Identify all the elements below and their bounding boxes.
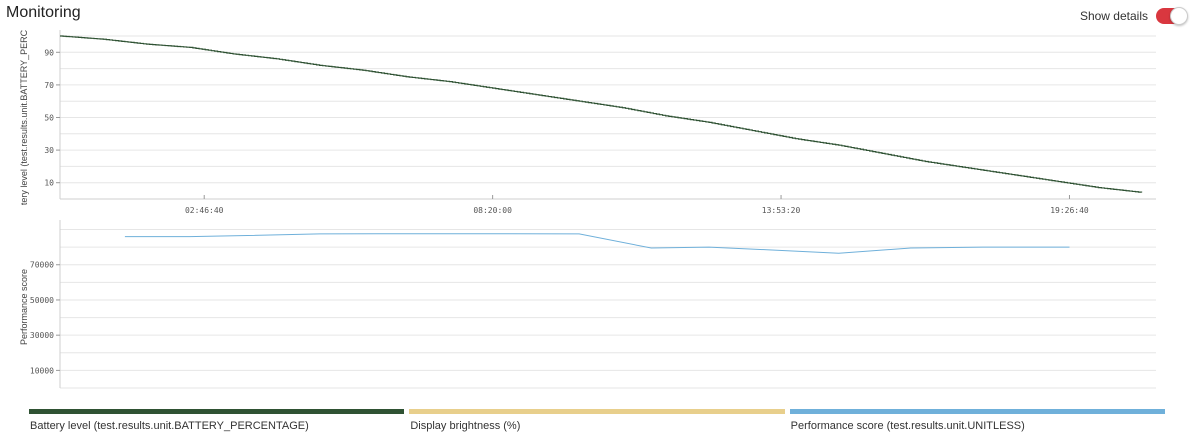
y-tick-label: 90 bbox=[44, 48, 54, 57]
y-tick-label: 50000 bbox=[30, 296, 54, 305]
legend-swatch bbox=[29, 409, 405, 414]
legend-label: Battery level (test.results.unit.BATTERY… bbox=[30, 420, 309, 432]
y-tick-label: 70000 bbox=[30, 261, 54, 270]
page-title: Monitoring bbox=[6, 4, 81, 21]
battery-chart: 10 30 50 70 90 02:46:40 08:20:00 13:53:20 19:26:… bbox=[19, 29, 1156, 215]
monitoring-charts: 10 30 50 70 90 02:46:40 08:20:00 13:53:20 19:26:… bbox=[19, 29, 1156, 389]
legend-swatch bbox=[409, 409, 785, 414]
x-tick-label: 13:53:20 bbox=[762, 206, 801, 215]
y-tick-label: 30 bbox=[44, 146, 54, 155]
show-details-toggle[interactable] bbox=[1156, 7, 1188, 25]
y-tick-label: 70 bbox=[44, 81, 54, 90]
y-axis-label: tery level (test.results.unit.BATTERY_PE… bbox=[19, 29, 29, 205]
legend-item-battery[interactable]: Battery level (test.results.unit.BATTERY… bbox=[29, 409, 405, 435]
toggle-knob[interactable] bbox=[1170, 7, 1188, 25]
legend-item-brightness[interactable]: Display brightness (%) bbox=[409, 409, 785, 435]
legend-label: Performance score (test.results.unit.UNI… bbox=[790, 420, 1025, 432]
series-line bbox=[60, 35, 1143, 193]
x-tick-label: 02:46:40 bbox=[185, 206, 224, 215]
show-details-label: Show details bbox=[1079, 9, 1148, 23]
x-tick-label: 19:26:40 bbox=[1050, 206, 1089, 215]
series-line bbox=[124, 233, 1070, 254]
y-tick-label: 10 bbox=[44, 179, 54, 188]
legend-swatch bbox=[789, 409, 1165, 414]
y-tick-label: 30000 bbox=[30, 331, 54, 340]
x-tick-label: 08:20:00 bbox=[473, 206, 512, 215]
y-tick-label: 50 bbox=[44, 114, 54, 123]
legend-label: Display brightness (%) bbox=[410, 420, 521, 432]
legend-item-performance[interactable]: Performance score (test.results.unit.UNI… bbox=[789, 409, 1165, 435]
show-details-control: Show details bbox=[1079, 7, 1188, 25]
y-tick-label: 10000 bbox=[30, 366, 54, 375]
y-axis-label: Performance score bbox=[19, 269, 29, 345]
chart-legend: Battery level (test.results.unit.BATTERY… bbox=[29, 409, 1165, 435]
